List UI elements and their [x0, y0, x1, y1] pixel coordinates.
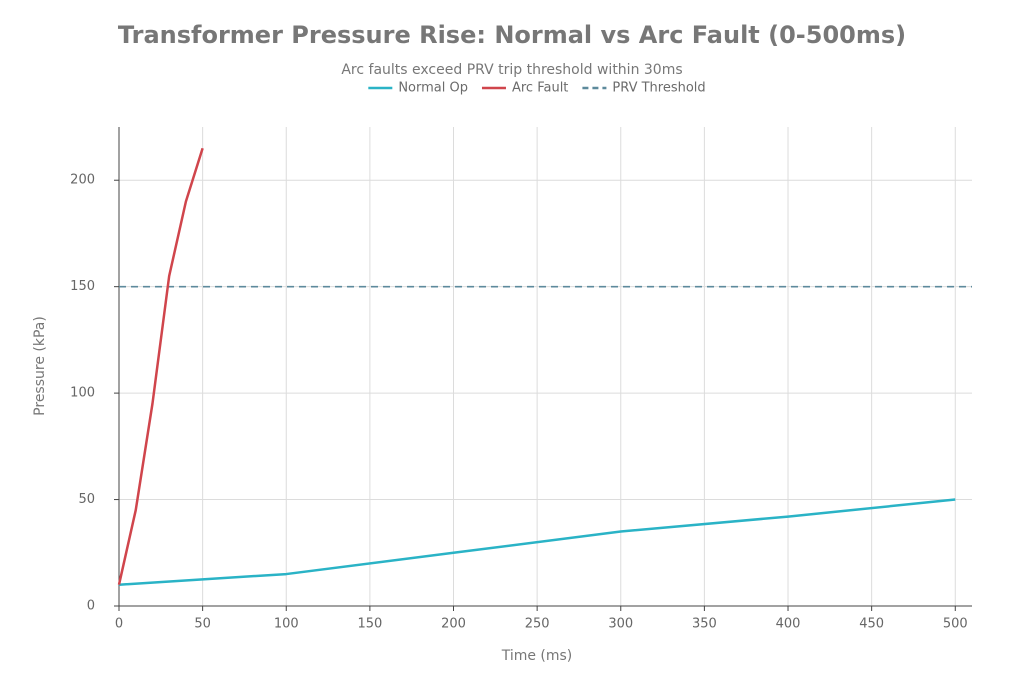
x-tick-label: 300	[608, 617, 633, 632]
x-tick-label: 450	[859, 617, 884, 632]
x-tick-label: 500	[943, 617, 968, 632]
y-tick-label: 100	[70, 386, 95, 401]
y-tick-label: 0	[87, 599, 95, 614]
x-tick-label: 250	[525, 617, 550, 632]
x-tick-label: 350	[692, 617, 717, 632]
legend: Normal Op Arc Fault PRV Threshold	[368, 81, 706, 96]
y-axis-label: Pressure (kPa)	[32, 316, 48, 416]
legend-label: Arc Fault	[512, 81, 568, 96]
y-tick-label: 150	[70, 279, 95, 294]
x-tick-label: 400	[776, 617, 801, 632]
x-tick-label: 50	[194, 617, 211, 632]
chart-title: Transformer Pressure Rise: Normal vs Arc…	[118, 21, 906, 49]
y-tick-label: 200	[70, 173, 95, 188]
x-axis-label: Time (ms)	[501, 648, 573, 664]
y-tick-label: 50	[78, 492, 95, 507]
legend-label: PRV Threshold	[612, 81, 705, 96]
series-line	[117, 147, 204, 585]
legend-label: Normal Op	[398, 81, 468, 96]
x-tick-label: 0	[115, 617, 123, 632]
x-tick-label: 200	[441, 617, 466, 632]
x-tick-label: 150	[357, 617, 382, 632]
chart-subtitle: Arc faults exceed PRV trip threshold wit…	[341, 62, 682, 78]
series-line	[118, 498, 956, 586]
x-tick-label: 100	[274, 617, 299, 632]
